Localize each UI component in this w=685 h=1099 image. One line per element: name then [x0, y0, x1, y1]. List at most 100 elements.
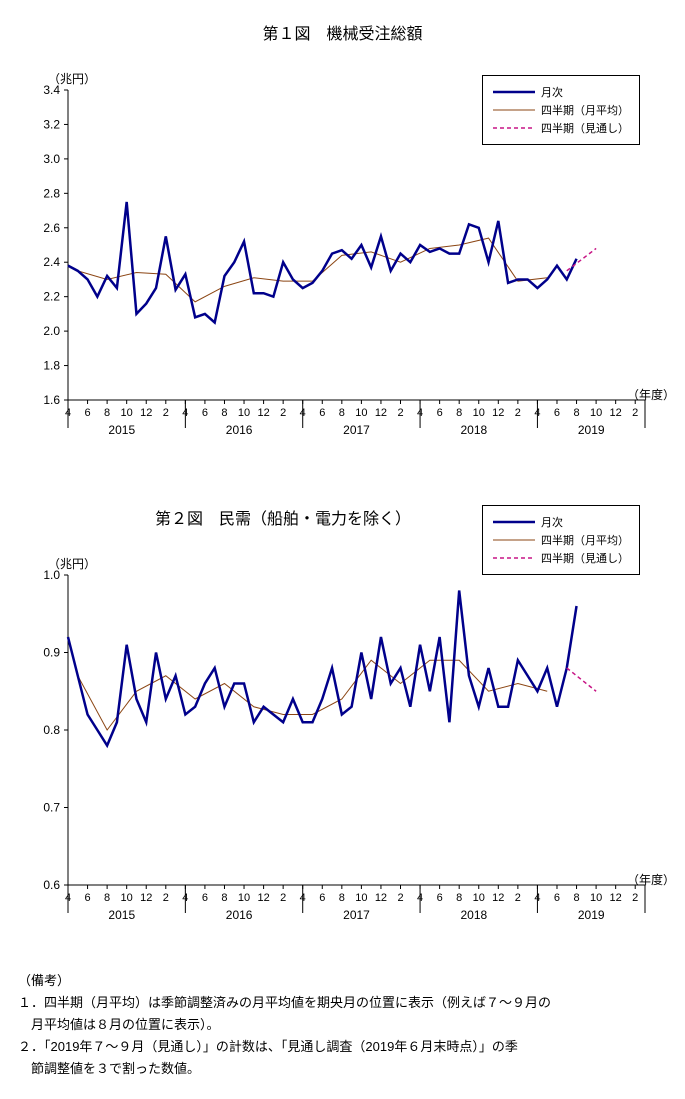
svg-text:2.8: 2.8 — [43, 186, 60, 200]
svg-text:6: 6 — [437, 892, 443, 904]
svg-text:2: 2 — [632, 407, 638, 419]
svg-text:12: 12 — [257, 407, 269, 419]
svg-text:6: 6 — [202, 407, 208, 419]
svg-text:0.9: 0.9 — [43, 646, 60, 660]
svg-text:2: 2 — [632, 892, 638, 904]
svg-text:2015: 2015 — [108, 423, 135, 437]
footnote-1a: １．四半期（月平均）は季節調整済みの月平均値を期央月の位置に表示（例えば７～９月… — [18, 992, 668, 1014]
svg-text:8: 8 — [221, 407, 227, 419]
svg-text:6: 6 — [202, 892, 208, 904]
legend-label: 四半期（見通し） — [541, 550, 629, 566]
svg-text:8: 8 — [104, 407, 110, 419]
svg-text:3.2: 3.2 — [43, 117, 60, 131]
svg-text:2.0: 2.0 — [43, 324, 60, 338]
svg-text:2019: 2019 — [578, 908, 605, 922]
svg-text:6: 6 — [84, 892, 90, 904]
svg-text:2015: 2015 — [108, 908, 135, 922]
chart-2-legend: 月次四半期（月平均） 四半期（見通し） — [482, 505, 640, 575]
svg-text:2: 2 — [397, 407, 403, 419]
svg-text:1.6: 1.6 — [43, 393, 60, 407]
svg-text:8: 8 — [573, 892, 579, 904]
svg-text:2018: 2018 — [461, 423, 488, 437]
svg-text:2: 2 — [397, 892, 403, 904]
svg-text:12: 12 — [610, 892, 622, 904]
legend-item: 四半期（月平均） — [493, 532, 629, 548]
svg-text:10: 10 — [473, 892, 485, 904]
chart-2-container: 第２図 民需（船舶・電力を除く） （兆円） （年度） 月次四半期（月平均） 四半期… — [0, 505, 685, 945]
svg-text:0.8: 0.8 — [43, 723, 60, 737]
chart-2-x-unit: （年度） — [627, 871, 675, 888]
legend-item: 四半期（月平均） — [493, 102, 629, 118]
svg-text:6: 6 — [437, 407, 443, 419]
svg-text:0.7: 0.7 — [43, 801, 60, 815]
svg-text:2: 2 — [515, 407, 521, 419]
svg-text:8: 8 — [339, 407, 345, 419]
svg-text:2.6: 2.6 — [43, 221, 60, 235]
legend-label: 月次 — [541, 514, 563, 530]
svg-text:12: 12 — [492, 892, 504, 904]
legend-item: 月次 — [493, 84, 629, 100]
svg-text:0.6: 0.6 — [43, 878, 60, 892]
chart-1-x-unit: （年度） — [627, 386, 675, 403]
svg-text:12: 12 — [610, 407, 622, 419]
svg-text:2019: 2019 — [578, 423, 605, 437]
footnote-1b: 月平均値は８月の位置に表示）。 — [18, 1014, 668, 1036]
svg-text:12: 12 — [375, 407, 387, 419]
svg-text:10: 10 — [121, 892, 133, 904]
svg-text:12: 12 — [140, 407, 152, 419]
svg-text:2: 2 — [280, 892, 286, 904]
svg-text:2: 2 — [515, 892, 521, 904]
svg-text:6: 6 — [319, 407, 325, 419]
legend-item: 四半期（見通し） — [493, 550, 629, 566]
footnotes: （備考） １．四半期（月平均）は季節調整済みの月平均値を期央月の位置に表示（例え… — [18, 970, 668, 1080]
svg-text:12: 12 — [140, 892, 152, 904]
footnote-header: （備考） — [18, 970, 668, 992]
chart-1-title: 第１図 機械受注総額 — [0, 20, 685, 44]
chart-2-y-unit: （兆円） — [48, 555, 96, 572]
svg-text:8: 8 — [573, 407, 579, 419]
svg-text:6: 6 — [84, 407, 90, 419]
svg-text:2017: 2017 — [343, 423, 370, 437]
svg-text:8: 8 — [104, 892, 110, 904]
footnote-2b: 節調整値を３で割った数値。 — [18, 1058, 668, 1080]
footnote-2a: ２．「2019年７～９月（見通し）」の計数は、「見通し調査（2019年６月末時点… — [18, 1036, 668, 1058]
chart-2-title: 第２図 民需（船舶・電力を除く） — [0, 505, 411, 529]
svg-text:10: 10 — [355, 892, 367, 904]
legend-label: 四半期（見通し） — [541, 120, 629, 136]
svg-text:2016: 2016 — [226, 423, 253, 437]
legend-label: 月次 — [541, 84, 563, 100]
svg-text:10: 10 — [121, 407, 133, 419]
svg-text:2.4: 2.4 — [43, 255, 60, 269]
svg-text:10: 10 — [590, 407, 602, 419]
svg-text:10: 10 — [355, 407, 367, 419]
svg-text:6: 6 — [554, 892, 560, 904]
legend-label: 四半期（月平均） — [541, 532, 629, 548]
legend-label: 四半期（月平均） — [541, 102, 629, 118]
svg-text:8: 8 — [456, 892, 462, 904]
svg-text:2: 2 — [163, 892, 169, 904]
svg-text:2: 2 — [280, 407, 286, 419]
svg-text:10: 10 — [473, 407, 485, 419]
svg-text:8: 8 — [339, 892, 345, 904]
svg-text:12: 12 — [257, 892, 269, 904]
svg-text:10: 10 — [238, 892, 250, 904]
svg-text:10: 10 — [590, 892, 602, 904]
chart-1-container: 第１図 機械受注総額 （兆円） （年度） 月次四半期（月平均）四半期（見通し） … — [0, 20, 685, 460]
svg-text:12: 12 — [492, 407, 504, 419]
svg-text:2: 2 — [163, 407, 169, 419]
svg-text:8: 8 — [456, 407, 462, 419]
svg-text:8: 8 — [221, 892, 227, 904]
svg-text:6: 6 — [319, 892, 325, 904]
svg-text:1.8: 1.8 — [43, 359, 60, 373]
svg-text:12: 12 — [375, 892, 387, 904]
svg-text:10: 10 — [238, 407, 250, 419]
chart-1-y-unit: （兆円） — [48, 70, 96, 87]
svg-text:2.2: 2.2 — [43, 290, 60, 304]
chart-1-legend: 月次四半期（月平均） 四半期（見通し） — [482, 75, 640, 145]
legend-item: 四半期（見通し） — [493, 120, 629, 136]
svg-text:6: 6 — [554, 407, 560, 419]
legend-item: 月次 — [493, 514, 629, 530]
svg-text:2018: 2018 — [461, 908, 488, 922]
svg-text:3.0: 3.0 — [43, 152, 60, 166]
svg-text:2017: 2017 — [343, 908, 370, 922]
